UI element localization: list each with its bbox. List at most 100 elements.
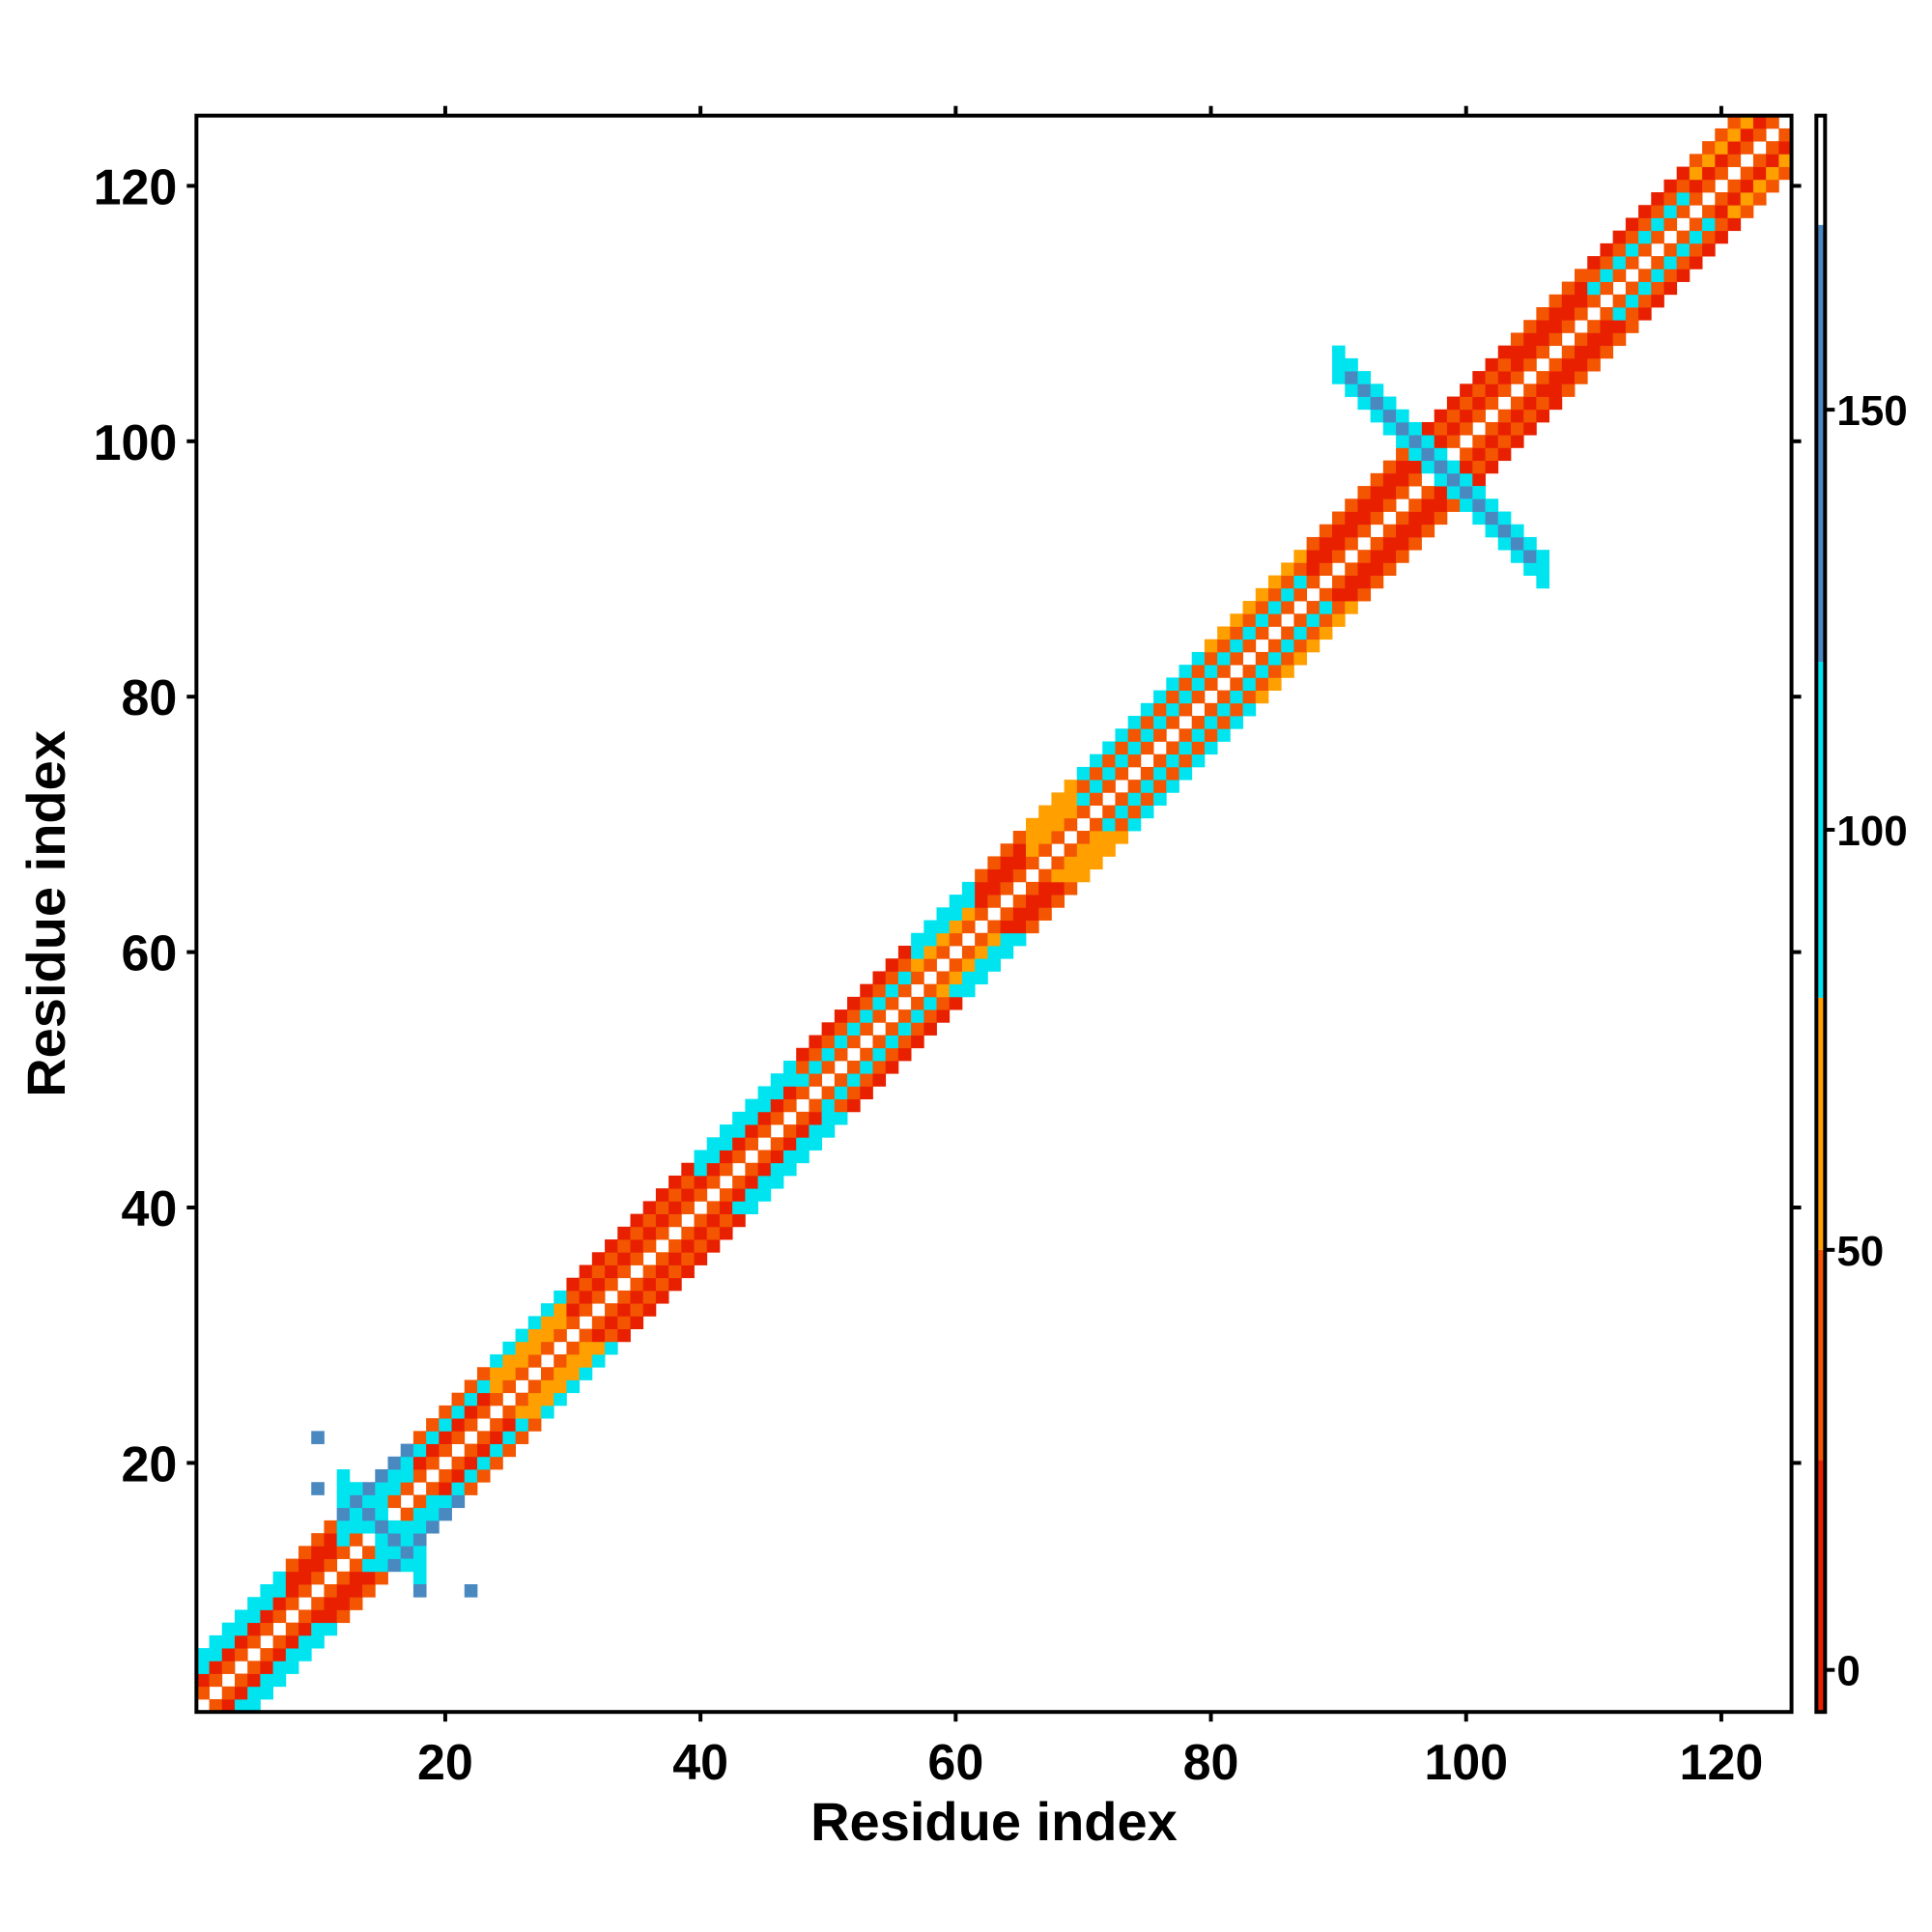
heatmap-cell [1702,205,1716,218]
heatmap-cell [1548,357,1563,372]
heatmap-cell [1025,881,1039,895]
heatmap-cell [782,1150,797,1164]
heatmap-cell [579,1354,593,1368]
heatmap-cell [1025,831,1039,844]
heatmap-cell [1242,613,1257,627]
heatmap-cell [1217,639,1231,653]
heatmap-cell [1127,753,1142,768]
heatmap-cell [426,1482,440,1495]
heatmap-cell [1370,536,1384,551]
heatmap-cell [336,1609,351,1624]
heatmap-cell [1076,831,1091,844]
heatmap-cell [1179,665,1193,678]
heatmap-cell [655,1226,669,1240]
heatmap-cell [1536,371,1549,384]
heatmap-cell [1638,306,1652,321]
heatmap-cell [936,996,951,1010]
heatmap-cell [1382,498,1397,512]
heatmap-cell [706,1175,721,1189]
heatmap-cell [1727,192,1742,206]
heatmap-cell [617,1252,631,1265]
heatmap-cell [1523,384,1537,397]
heatmap-cell [987,932,1001,947]
heatmap-cell [1536,396,1549,411]
heatmap-cell [987,920,1001,934]
heatmap-cell [451,1418,466,1432]
heatmap-cell [975,868,988,883]
heatmap-cell [311,1571,325,1585]
heatmap-cell [1460,421,1473,436]
heatmap-cell [706,1137,721,1151]
heatmap-cell [1127,728,1142,742]
heatmap-cell [412,1520,427,1534]
heatmap-cell [1766,115,1779,129]
heatmap-cell [860,1022,873,1036]
heatmap-cell [1497,511,1512,526]
heatmap-cell [375,1520,388,1534]
heatmap-cell [387,1533,402,1547]
heatmap-cell [745,1137,758,1151]
heatmap-cell [541,1341,554,1355]
heatmap-cell [1051,881,1065,895]
heatmap-cell [1255,665,1269,678]
heatmap-cell [247,1686,261,1700]
heatmap-cell [1740,179,1754,193]
heatmap-cell [1434,409,1448,423]
heatmap-cell [1408,472,1422,487]
heatmap-cell [490,1367,503,1380]
heatmap-cell [1638,230,1652,244]
heatmap-cell [1281,601,1294,614]
heatmap-cell [782,1137,797,1151]
heatmap-cell [1561,357,1576,372]
heatmap-cell [796,1086,810,1100]
heatmap-cell [1510,371,1524,384]
heatmap-cell [1408,447,1422,462]
heatmap-cell [847,1098,861,1113]
heatmap-cell [298,1584,312,1598]
heatmap-cell [579,1290,593,1304]
heatmap-cell [1676,192,1690,206]
heatmap-cell [961,945,976,959]
heatmap-cell [1242,639,1257,653]
heatmap-cell [1191,753,1206,768]
heatmap-cell [757,1175,772,1189]
heatmap-cell [1370,409,1384,423]
heatmap-cell [591,1316,606,1329]
heatmap-cell [439,1431,452,1444]
heatmap-cell [400,1456,414,1470]
heatmap-cell [527,1328,542,1343]
heatmap-cell [1370,498,1384,512]
heatmap-cell [975,881,988,895]
heatmap-cell [1012,932,1027,947]
heatmap-cell [362,1584,376,1598]
heatmap-cell [412,1533,427,1547]
heatmap-cell [668,1239,682,1253]
heatmap-cell [936,932,951,947]
heatmap-cell [1025,895,1039,908]
heatmap-cell [757,1188,772,1202]
heatmap-cell [209,1673,223,1688]
heatmap-cell [1204,702,1218,717]
heatmap-cell [860,996,873,1010]
heatmap-cell [681,1264,695,1279]
heatmap-cell [1548,396,1563,411]
heatmap-cell [1140,728,1154,742]
x-tick-label: 60 [927,1735,983,1791]
heatmap-cell [439,1482,452,1495]
heatmap-cell [1752,115,1767,129]
heatmap-cell [1319,562,1333,577]
heatmap-cell [1676,230,1690,244]
heatmap-cell [1472,371,1486,384]
heatmap-cell [541,1367,554,1380]
heatmap-cell [1523,562,1537,577]
heatmap-cell [1293,613,1307,627]
heatmap-cell [221,1622,236,1636]
heatmap-cell [579,1264,593,1279]
heatmap-cell [770,1098,784,1113]
heatmap-cell [1382,562,1397,577]
heatmap-cell [1179,702,1193,717]
heatmap-cell [260,1609,274,1624]
heatmap-cell [439,1469,452,1483]
heatmap-cell [1345,575,1358,589]
heatmap-cell [782,1124,797,1138]
